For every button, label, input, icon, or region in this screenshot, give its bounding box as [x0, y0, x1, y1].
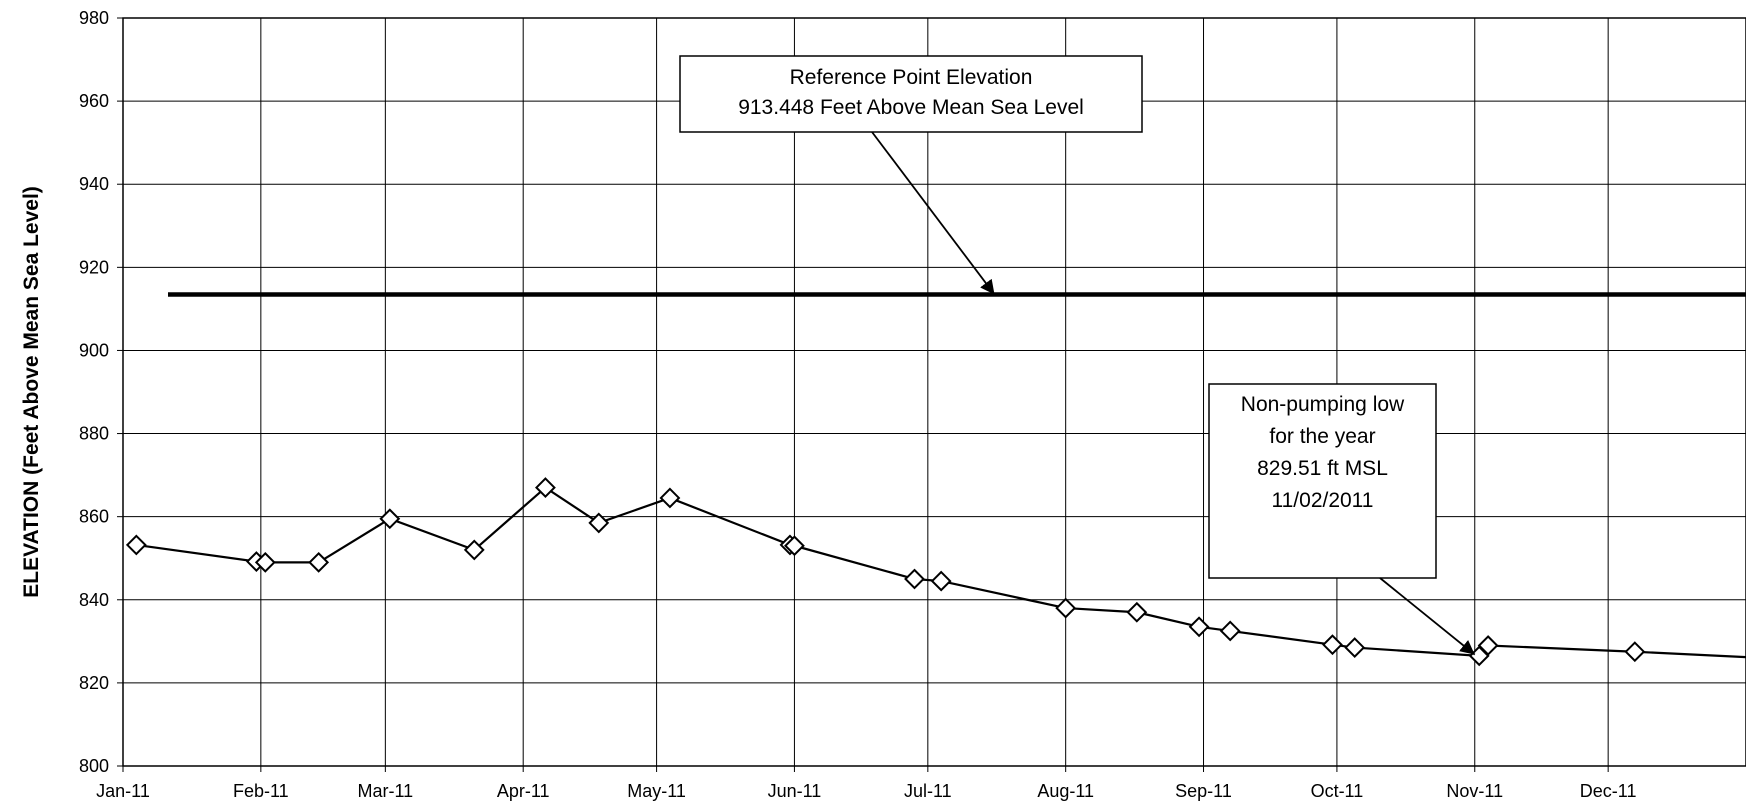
x-tick-label: Dec-11 [1580, 781, 1637, 801]
data-point [254, 551, 276, 573]
plot-frame [122, 17, 1746, 767]
x-tick-label: Feb-11 [233, 781, 289, 801]
annotation-text: Reference Point Elevation [790, 66, 1033, 89]
annotation-text: 913.448 Feet Above Mean Sea Level [738, 96, 1084, 119]
x-tick-label: Nov-11 [1446, 781, 1503, 801]
data-point [930, 570, 952, 592]
y-tick-label: 860 [79, 507, 109, 527]
data-point [784, 535, 805, 557]
data-point [1477, 635, 1499, 656]
annotation-arrow [871, 131, 996, 296]
x-tick-label: Jun-11 [768, 781, 822, 801]
data-point [308, 551, 330, 573]
data-point [379, 508, 401, 530]
data-point [904, 568, 925, 590]
x-tick-label: Aug-11 [1037, 781, 1094, 801]
annotations: Reference Point Elevation 913.448 Feet Ab… [679, 55, 1476, 656]
x-tick-label: Jul-11 [904, 781, 952, 801]
data-point [588, 512, 610, 534]
data-point [125, 534, 147, 556]
annotation-text: 11/02/2011 [1272, 489, 1374, 512]
y-tick-label: 820 [79, 673, 109, 693]
y-tick-label: 980 [79, 8, 109, 28]
y-tick-label: 800 [79, 756, 109, 776]
data-point [1624, 641, 1646, 663]
annotation-text: for the year [1269, 425, 1375, 448]
data-point [1322, 634, 1343, 656]
y-tick-label: 960 [79, 91, 109, 111]
data-point [535, 477, 556, 498]
y-tick-label: 900 [79, 340, 109, 360]
series-markers [125, 477, 1646, 667]
y-tick-label: 880 [79, 424, 109, 444]
annotation-text: Non-pumping low [1241, 393, 1405, 416]
y-axis-label: ELEVATION (Feet Above Mean Sea Level) [20, 186, 43, 598]
annotation-arrow [1379, 577, 1476, 656]
x-tick-label: May-11 [627, 781, 686, 801]
annotation-reference-point: Reference Point Elevation 913.448 Feet Ab… [679, 55, 1143, 296]
data-point [1055, 597, 1077, 619]
y-tick-label: 940 [79, 174, 109, 194]
data-point [1126, 601, 1148, 623]
x-tick-label: Sep-11 [1175, 781, 1232, 801]
data-point [1188, 616, 1210, 638]
annotation-box [679, 55, 1143, 133]
data-point [1219, 620, 1241, 642]
annotation-text: 829.51 ft MSL [1257, 457, 1388, 480]
data-point [659, 487, 681, 509]
y-tick-label: 920 [79, 257, 109, 277]
data-point [463, 539, 485, 561]
x-tick-label: Oct-11 [1311, 781, 1364, 801]
y-axis: 800 820 840 860 880 900 920 940 960 980 [79, 8, 123, 776]
data-point [1344, 637, 1366, 658]
y-tick-label: 840 [79, 590, 109, 610]
x-tick-label: Mar-11 [358, 781, 414, 801]
annotation-box [1208, 383, 1437, 579]
annotation-non-pumping-low: Non-pumping low for the year 829.51 ft MSL… [1208, 383, 1476, 656]
x-axis: Jan-11 Feb-11 Mar-11 Apr-11 May-11 Jun-11 Jul-… [96, 766, 1637, 801]
x-tick-label: Jan-11 [96, 781, 150, 801]
x-tick-label: Apr-11 [497, 781, 550, 801]
